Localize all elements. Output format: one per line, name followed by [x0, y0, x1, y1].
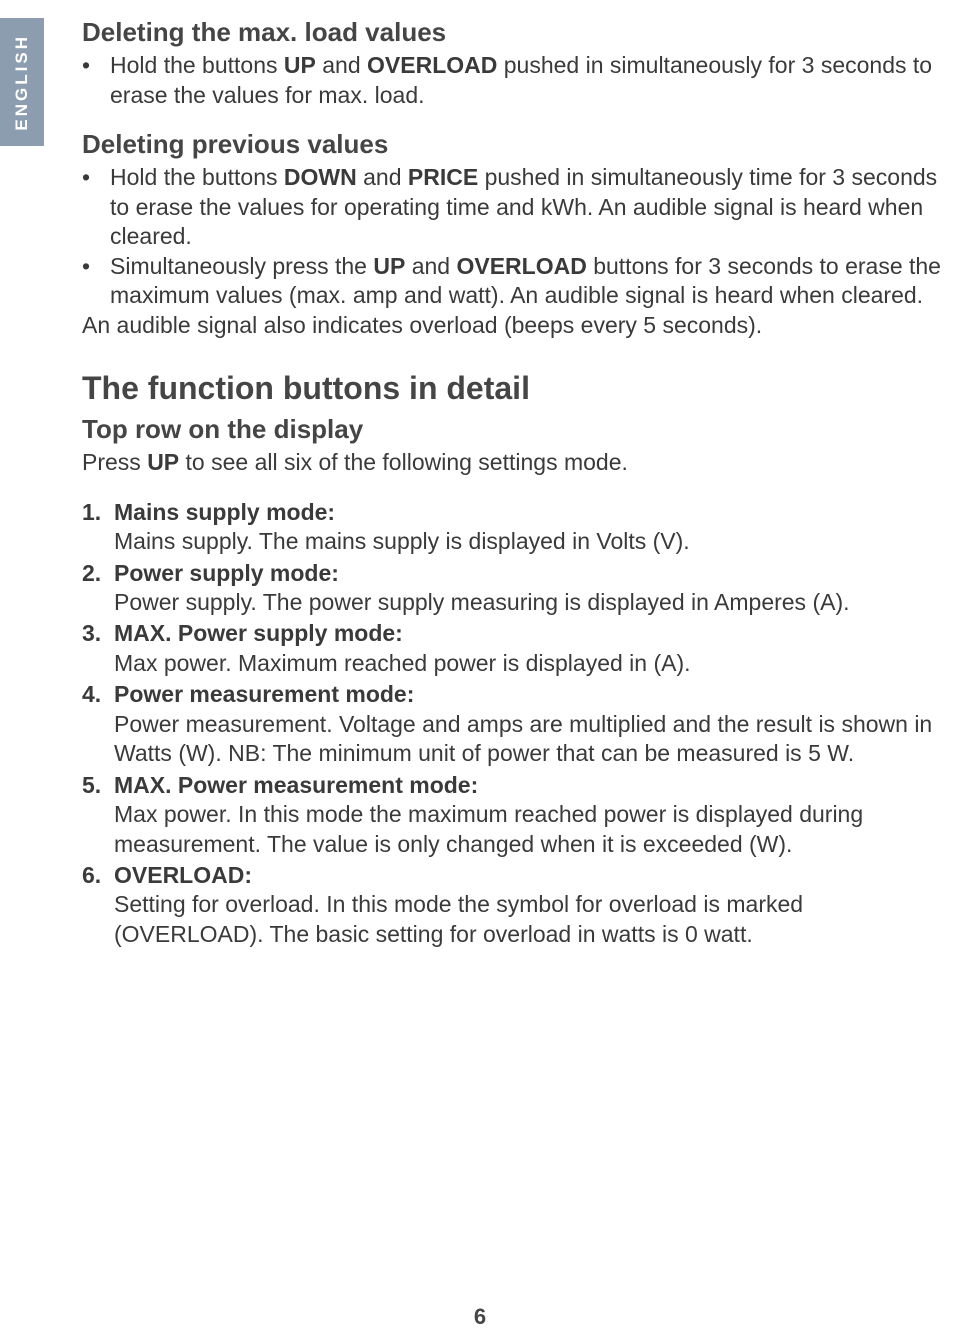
text-bold: OVERLOAD: [456, 253, 586, 279]
heading-top-row: Top row on the display: [82, 413, 950, 446]
text-bold: OVERLOAD: [367, 52, 497, 78]
list-item: 5. MAX. Power measurement mode: Max powe…: [82, 771, 950, 859]
list-item-head: 3. MAX. Power supply mode:: [82, 619, 950, 648]
list-heading: Power supply mode:: [114, 559, 339, 588]
bullet-text: Hold the buttons DOWN and PRICE pushed i…: [110, 163, 950, 251]
list-item-head: 2. Power supply mode:: [82, 559, 950, 588]
list-item: 2. Power supply mode: Power supply. The …: [82, 559, 950, 618]
list-item-head: 6. OVERLOAD:: [82, 861, 950, 890]
list-body: Max power. Maximum reached power is disp…: [114, 649, 950, 678]
bullet-text: Hold the buttons UP and OVERLOAD pushed …: [110, 51, 950, 110]
list-number: 1.: [82, 498, 114, 527]
text-bold: UP: [373, 253, 405, 279]
bullet-mark: •: [82, 51, 110, 110]
text-bold: UP: [284, 52, 316, 78]
page-number: 6: [0, 1304, 960, 1330]
bullet-mark: •: [82, 163, 110, 251]
list-number: 2.: [82, 559, 114, 588]
list-body: Power supply. The power supply measuring…: [114, 588, 950, 617]
text-fragment: Hold the buttons: [110, 164, 284, 190]
list-body: Max power. In this mode the maximum reac…: [114, 800, 950, 859]
text-fragment: to see all six of the following settings…: [179, 449, 628, 475]
list-number: 5.: [82, 771, 114, 800]
list-item: 6. OVERLOAD: Setting for overload. In th…: [82, 861, 950, 949]
list-heading: OVERLOAD:: [114, 861, 252, 890]
bullet-mark: •: [82, 252, 110, 311]
list-heading: Power measurement mode:: [114, 680, 414, 709]
bullet-item: • Hold the buttons DOWN and PRICE pushed…: [82, 163, 950, 251]
list-item-head: 5. MAX. Power measurement mode:: [82, 771, 950, 800]
paragraph: An audible signal also indicates overloa…: [82, 311, 950, 340]
heading-delete-max-load: Deleting the max. load values: [82, 16, 950, 49]
list-item-head: 4. Power measurement mode:: [82, 680, 950, 709]
paragraph: Press UP to see all six of the following…: [82, 448, 950, 477]
text-fragment: Simultaneously press the: [110, 253, 373, 279]
list-number: 4.: [82, 680, 114, 709]
heading-function-buttons: The function buttons in detail: [82, 368, 950, 409]
language-tab: ENGLISH: [0, 18, 44, 146]
list-body: Power measurement. Voltage and amps are …: [114, 710, 950, 769]
text-bold: PRICE: [408, 164, 478, 190]
list-body: Mains supply. The mains supply is displa…: [114, 527, 950, 556]
list-heading: MAX. Power supply mode:: [114, 619, 403, 648]
list-item: 4. Power measurement mode: Power measure…: [82, 680, 950, 768]
bullet-item: • Simultaneously press the UP and OVERLO…: [82, 252, 950, 311]
list-heading: Mains supply mode:: [114, 498, 335, 527]
heading-delete-previous: Deleting previous values: [82, 128, 950, 161]
text-fragment: and: [405, 253, 456, 279]
bullet-item: • Hold the buttons UP and OVERLOAD pushe…: [82, 51, 950, 110]
list-item: 3. MAX. Power supply mode: Max power. Ma…: [82, 619, 950, 678]
bullet-text: Simultaneously press the UP and OVERLOAD…: [110, 252, 950, 311]
list-item-head: 1. Mains supply mode:: [82, 498, 950, 527]
text-fragment: and: [316, 52, 367, 78]
numbered-list: 1. Mains supply mode: Mains supply. The …: [82, 498, 950, 950]
text-bold: DOWN: [284, 164, 357, 190]
text-fragment: and: [357, 164, 408, 190]
text-fragment: Hold the buttons: [110, 52, 284, 78]
list-item: 1. Mains supply mode: Mains supply. The …: [82, 498, 950, 557]
text-bold: UP: [147, 449, 179, 475]
language-tab-label: ENGLISH: [12, 34, 32, 131]
list-body: Setting for overload. In this mode the s…: [114, 890, 950, 949]
text-fragment: Press: [82, 449, 147, 475]
document-page: ENGLISH Deleting the max. load values • …: [0, 0, 960, 1344]
list-heading: MAX. Power measurement mode:: [114, 771, 478, 800]
list-number: 3.: [82, 619, 114, 648]
list-number: 6.: [82, 861, 114, 890]
page-content: Deleting the max. load values • Hold the…: [82, 16, 950, 949]
